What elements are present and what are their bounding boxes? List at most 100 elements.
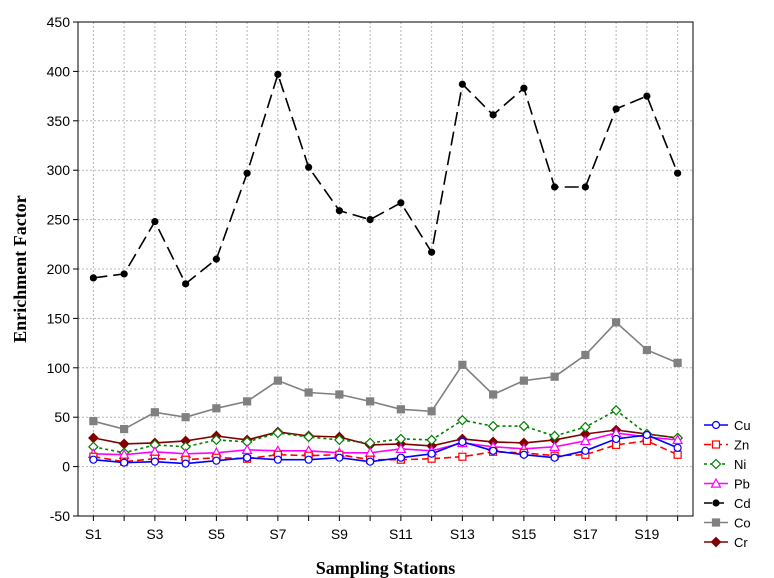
legend-item-co: Co	[704, 516, 751, 531]
data-point-ni	[580, 421, 591, 433]
legend-label-pb: Pb	[734, 477, 750, 492]
series-line-pb	[93, 432, 678, 456]
series-line-ni	[93, 409, 678, 454]
data-point-co	[581, 350, 590, 360]
y-tick-label: 450	[47, 14, 71, 30]
data-point-pb	[395, 443, 407, 454]
data-point-cu	[581, 446, 590, 455]
legend-item-zn: Zn	[704, 438, 749, 453]
data-point-cu	[150, 457, 159, 466]
legend-item-cd: Cd	[704, 496, 751, 511]
legend-item-pb: Pb	[704, 477, 750, 492]
data-point-cd	[243, 169, 251, 177]
data-point-cd	[120, 270, 128, 278]
data-point-cd	[520, 84, 528, 92]
y-tick-label: 350	[47, 113, 71, 129]
legend-item-cr: Cr	[704, 535, 748, 550]
y-tick-label: 300	[47, 162, 71, 178]
series-line-cr	[93, 429, 678, 447]
data-point-ni	[610, 404, 622, 416]
data-point-ni	[549, 430, 560, 442]
data-point-cu	[366, 457, 375, 466]
data-point-co	[642, 345, 651, 355]
legend-label-cu: Cu	[734, 418, 751, 433]
data-point-ni	[272, 427, 284, 439]
y-axis-ticks: -50 0 50 100 150 200 250 300 350 400 450	[47, 14, 78, 524]
x-tick-label: S3	[146, 526, 163, 542]
x-tick-label: S7	[269, 526, 286, 542]
data-point-co	[366, 397, 375, 406]
data-point-cd	[182, 280, 190, 288]
data-point-cu	[335, 453, 344, 462]
data-point-ni	[457, 414, 468, 426]
data-point-cd	[89, 274, 97, 282]
legend-label-cr: Cr	[734, 535, 748, 550]
data-point-cu	[427, 449, 436, 458]
data-point-cu	[489, 446, 498, 455]
data-point-cu	[642, 430, 651, 440]
data-point-ni	[211, 434, 222, 446]
legend-label-co: Co	[734, 516, 751, 531]
data-point-cu	[273, 455, 282, 464]
data-point-cd	[305, 163, 313, 171]
data-point-cu	[120, 458, 129, 467]
data-point-cu	[89, 455, 98, 464]
y-tick-label: 50	[54, 409, 70, 425]
data-point-cd	[612, 105, 620, 113]
y-axis-title: Enrichment Factor	[10, 195, 30, 342]
data-point-pb	[549, 441, 561, 452]
legend-item-cu: Cu	[704, 418, 751, 433]
y-tick-label: 400	[47, 63, 71, 79]
data-point-co	[427, 407, 436, 416]
legend-label-ni: Ni	[734, 457, 746, 472]
x-tick-label: S19	[634, 526, 659, 542]
legend-marker-zn	[711, 440, 721, 449]
series-line-zn	[93, 440, 678, 463]
data-point-co	[120, 424, 129, 434]
data-point-co	[550, 372, 559, 381]
data-point-ni	[487, 420, 499, 432]
data-point-cd	[551, 183, 559, 191]
legend-label-cd: Cd	[734, 496, 751, 511]
data-point-pb	[579, 435, 591, 446]
x-tick-label: S15	[511, 526, 536, 542]
data-point-pb	[672, 434, 684, 445]
data-point-cu	[458, 437, 467, 446]
y-tick-label: 0	[62, 459, 70, 475]
data-point-co	[489, 390, 498, 399]
data-point-cd	[458, 80, 466, 88]
data-point-cd	[674, 169, 682, 177]
series-line-cd	[93, 71, 679, 286]
data-point-cu	[519, 450, 528, 459]
x-tick-label: S1	[85, 526, 102, 542]
data-point-ni	[426, 434, 437, 446]
data-point-cu	[181, 459, 190, 468]
data-point-cd	[335, 207, 343, 215]
y-tick-label: -50	[50, 508, 70, 524]
data-point-co	[243, 397, 252, 406]
data-point-cd	[643, 92, 651, 100]
legend: Cu Zn Ni Pb Cd Co Cr	[704, 418, 751, 550]
x-axis-ticks: S1 S3 S5 S7 S9 S11 S13 S15 S17 S19	[85, 516, 679, 542]
data-point-co	[396, 405, 405, 414]
x-tick-label: S9	[331, 526, 348, 542]
data-point-co	[181, 413, 190, 422]
data-point-co	[150, 408, 159, 417]
legend-marker-pb	[710, 477, 722, 488]
legend-marker-cr	[710, 536, 722, 548]
x-axis-title: Sampling Stations	[316, 558, 456, 578]
data-point-pb	[241, 444, 253, 455]
data-point-cd	[581, 183, 589, 191]
data-point-ni	[303, 431, 314, 443]
legend-marker-cd	[712, 499, 720, 507]
data-point-zn	[673, 450, 682, 459]
data-point-cd	[397, 199, 405, 207]
data-point-cd	[212, 255, 220, 263]
data-point-cu	[612, 434, 621, 444]
data-point-co	[212, 404, 221, 413]
data-point-cu	[673, 443, 682, 452]
series-group	[87, 70, 684, 468]
series-co	[89, 318, 682, 434]
